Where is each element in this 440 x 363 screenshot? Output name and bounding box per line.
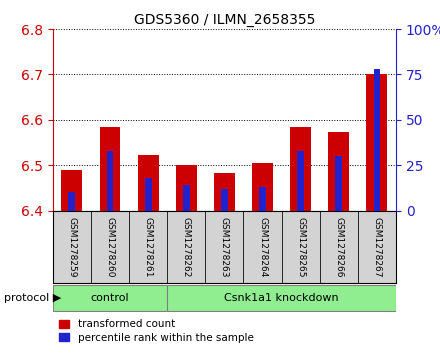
Text: GSM1278263: GSM1278263 (220, 217, 229, 277)
Text: GSM1278266: GSM1278266 (334, 217, 343, 277)
Bar (221, 189, 228, 211)
Bar (297, 151, 304, 211)
Text: GSM1278261: GSM1278261 (143, 217, 153, 277)
Text: control: control (91, 293, 129, 303)
Text: GSM1278267: GSM1278267 (372, 217, 381, 277)
Title: GDS5360 / ILMN_2658355: GDS5360 / ILMN_2658355 (134, 13, 315, 26)
Text: GSM1278265: GSM1278265 (296, 217, 305, 277)
Bar (183, 185, 190, 211)
Bar (290, 127, 311, 211)
Bar (176, 165, 197, 211)
Text: GSM1278260: GSM1278260 (106, 217, 114, 277)
FancyBboxPatch shape (282, 211, 320, 283)
Bar (328, 132, 349, 211)
Bar (106, 151, 114, 211)
Legend: transformed count, percentile rank within the sample: transformed count, percentile rank withi… (57, 317, 256, 345)
Bar (252, 163, 273, 211)
FancyBboxPatch shape (320, 211, 358, 283)
FancyBboxPatch shape (129, 211, 167, 283)
Bar (374, 69, 380, 211)
Text: protocol ▶: protocol ▶ (4, 293, 62, 303)
Bar (167, 285, 396, 311)
FancyBboxPatch shape (243, 211, 282, 283)
Text: Csnk1a1 knockdown: Csnk1a1 knockdown (224, 293, 339, 303)
FancyBboxPatch shape (205, 211, 243, 283)
FancyBboxPatch shape (53, 211, 91, 283)
FancyBboxPatch shape (91, 211, 129, 283)
FancyBboxPatch shape (167, 211, 205, 283)
Bar (62, 170, 82, 211)
Bar (214, 174, 235, 211)
Bar (53, 285, 167, 311)
Bar (367, 74, 387, 211)
FancyBboxPatch shape (358, 211, 396, 283)
Text: GSM1278259: GSM1278259 (67, 217, 77, 277)
Bar (138, 155, 158, 211)
Text: GSM1278264: GSM1278264 (258, 217, 267, 277)
Bar (69, 192, 75, 211)
Bar (335, 156, 342, 211)
Bar (145, 178, 151, 211)
Bar (259, 187, 266, 211)
Text: GSM1278262: GSM1278262 (182, 217, 191, 277)
Bar (99, 127, 121, 211)
